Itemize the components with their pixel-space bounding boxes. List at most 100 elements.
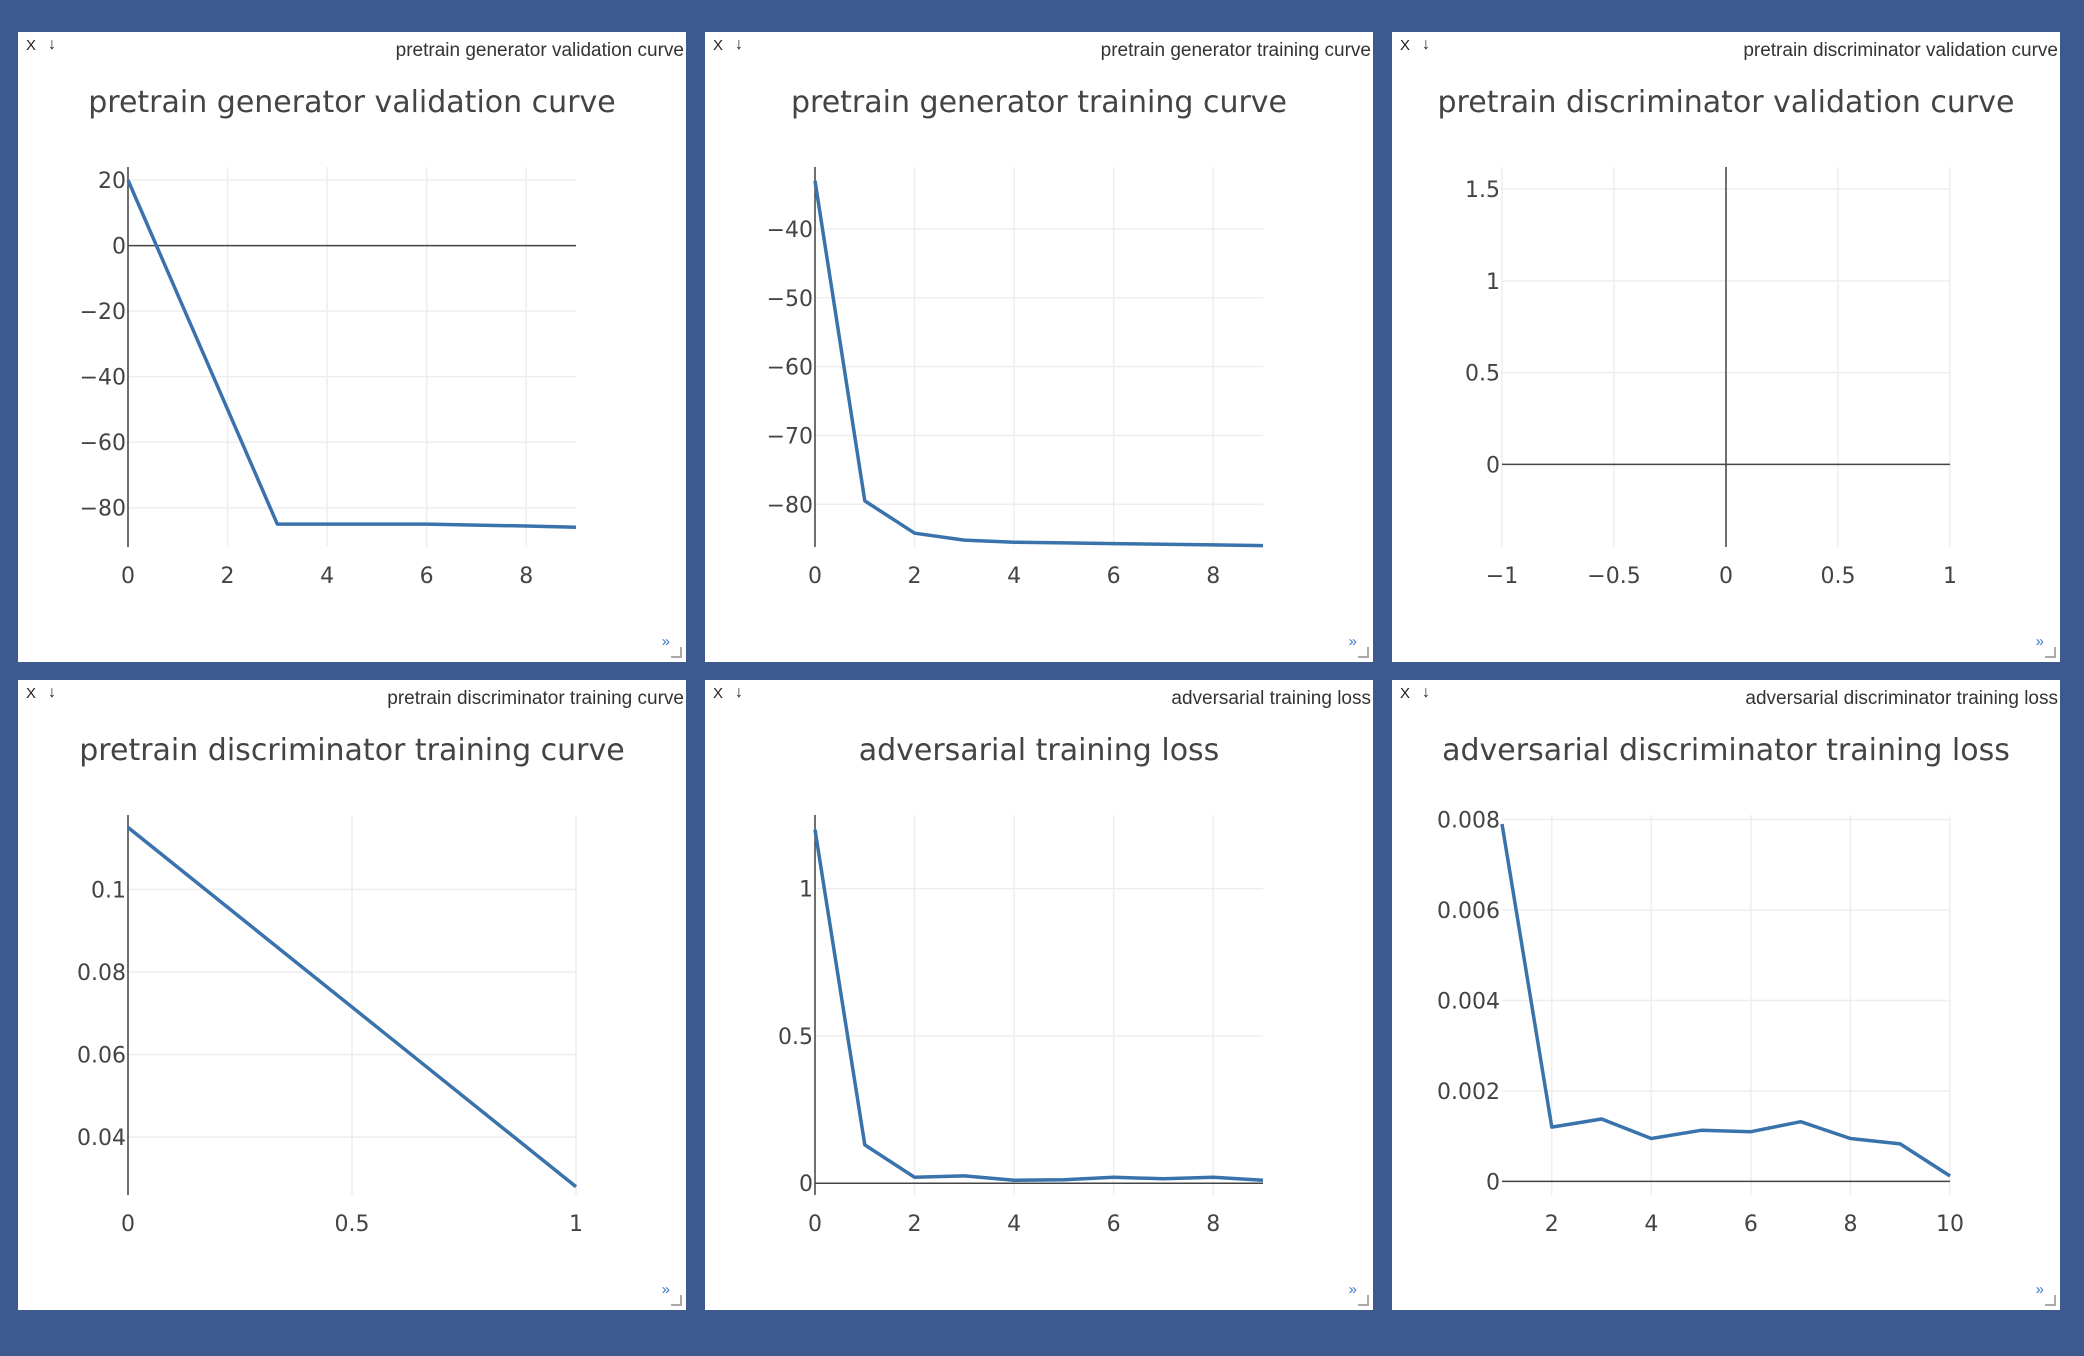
data-point[interactable] [1210,542,1216,548]
close-icon[interactable]: X [26,685,37,702]
data-point[interactable] [1847,1135,1853,1141]
series-line[interactable] [1500,823,1951,1178]
expand-icon[interactable]: » [2035,1281,2044,1298]
expand-icon[interactable]: » [1348,633,1357,650]
expand-icon[interactable]: » [2035,633,2044,650]
download-icon[interactable]: ↓ [735,684,743,701]
data-point[interactable] [175,292,181,298]
resize-handle-icon[interactable] [671,647,682,658]
resize-handle-icon[interactable] [671,1295,682,1306]
close-icon[interactable]: X [713,685,724,702]
data-point[interactable] [573,524,579,530]
close-icon[interactable]: X [1400,685,1411,702]
resize-handle-icon[interactable] [1358,647,1369,658]
chart-pane[interactable]: X ↓ pretrain generator validation curve pre… [18,32,686,662]
x-tick-label: 6 [420,564,434,589]
expand-icon[interactable]: » [661,633,670,650]
data-point[interactable] [1599,1116,1605,1122]
data-point[interactable] [1648,1135,1654,1141]
download-icon[interactable]: ↓ [735,36,743,53]
data-point[interactable] [473,522,479,528]
data-point[interactable] [1698,1127,1704,1133]
data-point[interactable] [424,521,430,527]
x-tick-label: 1 [1943,564,1957,589]
data-point[interactable] [961,537,967,543]
data-point[interactable] [961,1173,967,1179]
pane-title-bar[interactable]: X ↓ pretrain discriminator training curve [18,680,686,710]
data-point[interactable] [1111,1174,1117,1180]
data-point[interactable] [1111,541,1117,547]
y-tick-label: −40 [767,218,813,243]
data-point[interactable] [274,521,280,527]
data-point[interactable] [812,178,818,184]
line-chart[interactable]: pretrain generator validation curve 0 2 4 6 8… [18,32,686,662]
data-point[interactable] [1061,1177,1067,1183]
data-point[interactable] [1748,1129,1754,1135]
data-point[interactable] [1210,1174,1216,1180]
chart-pane[interactable]: X ↓ adversarial training loss adversarial t… [705,680,1373,1310]
pane-title-bar[interactable]: X ↓ adversarial discriminator training los… [1392,680,2060,710]
series-line[interactable] [813,180,1264,548]
download-icon[interactable]: ↓ [48,36,56,53]
pane-window-title: adversarial discriminator training loss [1745,688,2058,709]
y-tick-label: −40 [80,366,126,391]
chart-pane[interactable]: X ↓ pretrain discriminator validation curv… [1392,32,2060,662]
data-point[interactable] [523,523,529,529]
resize-handle-icon[interactable] [2045,647,2056,658]
resize-handle-icon[interactable] [1358,1295,1369,1306]
close-icon[interactable]: X [713,37,724,54]
download-icon[interactable]: ↓ [48,684,56,701]
pane-title-bar[interactable]: X ↓ pretrain discriminator validation curv… [1392,32,2060,62]
data-point[interactable] [1897,1141,1903,1147]
data-point[interactable] [1549,1124,1555,1130]
data-point[interactable] [1260,543,1266,549]
pane-title-bar[interactable]: X ↓ pretrain generator training curve [705,32,1373,62]
y-tick-label: −50 [767,287,813,312]
data-point[interactable] [374,521,380,527]
data-point[interactable] [1260,1177,1266,1183]
data-point[interactable] [1011,539,1017,545]
data-point[interactable] [1160,541,1166,547]
data-point[interactable] [862,1142,868,1148]
chart-pane[interactable]: X ↓ pretrain discriminator training curve p… [18,680,686,1310]
data-point[interactable] [1160,1176,1166,1182]
data-point[interactable] [912,530,918,536]
series-line[interactable] [126,179,577,530]
pane-title-bar[interactable]: X ↓ pretrain generator validation curve [18,32,686,62]
data-point[interactable] [912,1174,918,1180]
data-point[interactable] [1798,1119,1804,1125]
line-chart[interactable]: pretrain generator training curve 0 2 4 6 8 −4… [705,32,1373,662]
pane-title-bar[interactable]: X ↓ adversarial training loss [705,680,1373,710]
data-point[interactable] [1499,821,1505,827]
expand-icon[interactable]: » [661,1281,670,1298]
x-tick-label: −1 [1486,564,1518,589]
data-point[interactable] [573,1184,579,1190]
line-chart[interactable]: adversarial discriminator training loss 2… [1392,680,2060,1310]
data-point[interactable] [1011,1177,1017,1183]
download-icon[interactable]: ↓ [1422,684,1430,701]
data-point[interactable] [125,177,131,183]
chart-pane[interactable]: X ↓ adversarial discriminator training los… [1392,680,2060,1310]
line-chart[interactable]: pretrain discriminator validation curve −… [1392,32,2060,662]
series-line[interactable] [813,829,1264,1183]
data-point[interactable] [324,521,330,527]
line-chart[interactable]: adversarial training loss 0 2 4 6 8 1 0.5 0 [705,680,1373,1310]
expand-icon[interactable]: » [1348,1281,1357,1298]
chart-pane[interactable]: X ↓ pretrain generator training curve pretr… [705,32,1373,662]
series-line[interactable] [126,826,578,1189]
download-icon[interactable]: ↓ [1422,36,1430,53]
y-tick-label: −70 [767,424,813,449]
close-icon[interactable]: X [26,37,37,54]
data-point[interactable] [862,498,868,504]
line-chart[interactable]: pretrain discriminator training curve 0 0.… [18,680,686,1310]
data-point[interactable] [1947,1173,1953,1179]
data-point[interactable] [225,406,231,412]
x-tick-label: 6 [1107,1212,1121,1237]
y-tick-label: 0.1 [91,878,126,903]
data-point[interactable] [1061,540,1067,546]
data-point[interactable] [812,827,818,833]
close-icon[interactable]: X [1400,37,1411,54]
data-point[interactable] [125,824,131,830]
resize-handle-icon[interactable] [2045,1295,2056,1306]
y-tick-label: 0 [112,235,126,260]
